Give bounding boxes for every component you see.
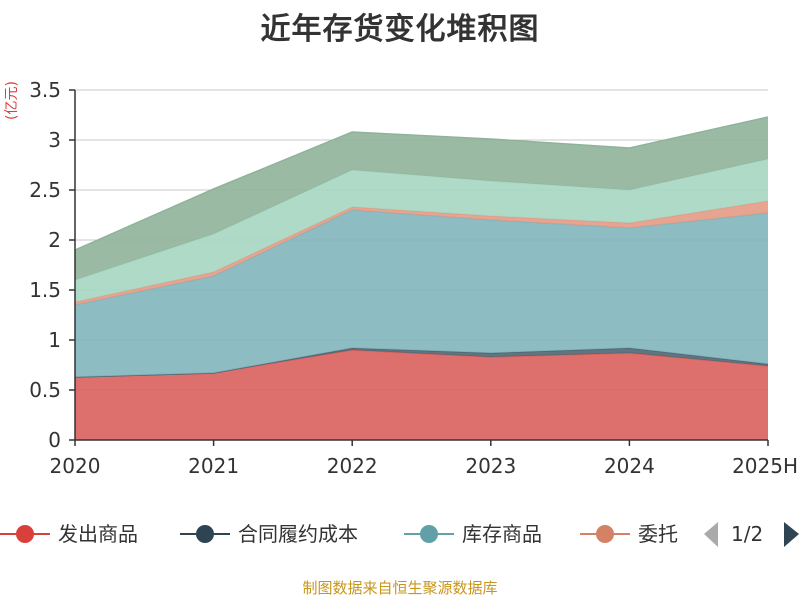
area-series-4 — [75, 159, 768, 302]
x-tick-label-4: 2024 — [604, 454, 655, 478]
y-tick-label-1: 0.5 — [29, 378, 61, 402]
legend-marker-2 — [420, 525, 438, 543]
legend-prev-page-icon[interactable] — [704, 522, 718, 547]
area-series-0 — [75, 350, 768, 440]
y-tick-label-2: 1 — [48, 328, 61, 352]
area-series-5 — [75, 117, 768, 280]
legend-page-indicator: 1/2 — [731, 522, 763, 546]
legend-marker-0 — [16, 525, 34, 543]
y-tick-label-6: 3 — [48, 128, 61, 152]
legend-label-2: 库存商品 — [462, 522, 542, 546]
y-tick-label-5: 2.5 — [29, 178, 61, 202]
legend-label-1: 合同履约成本 — [238, 522, 358, 546]
x-tick-label-1: 2021 — [188, 454, 239, 478]
y-tick-label-4: 2 — [48, 228, 61, 252]
x-tick-label-0: 2020 — [50, 454, 101, 478]
legend-marker-1 — [196, 525, 214, 543]
chart-title: 近年存货变化堆积图 — [260, 12, 540, 47]
legend-label-0: 发出商品 — [58, 522, 138, 546]
y-tick-label-3: 1.5 — [29, 278, 61, 302]
y-tick-label-0: 0 — [48, 428, 61, 452]
area-series-2 — [75, 210, 768, 377]
legend-label-3: 委托 — [638, 522, 678, 546]
area-line-series-5 — [74, 116, 769, 251]
y-tick-label-7: 3.5 — [29, 78, 61, 102]
x-tick-label-2: 2022 — [327, 454, 378, 478]
x-tick-label-3: 2023 — [465, 454, 516, 478]
legend-marker-3 — [596, 525, 614, 543]
x-tick-label-5: 2025H — [732, 454, 798, 478]
legend-next-page-icon[interactable] — [784, 522, 799, 547]
footer-source: 制图数据来自恒生聚源数据库 — [302, 579, 498, 597]
